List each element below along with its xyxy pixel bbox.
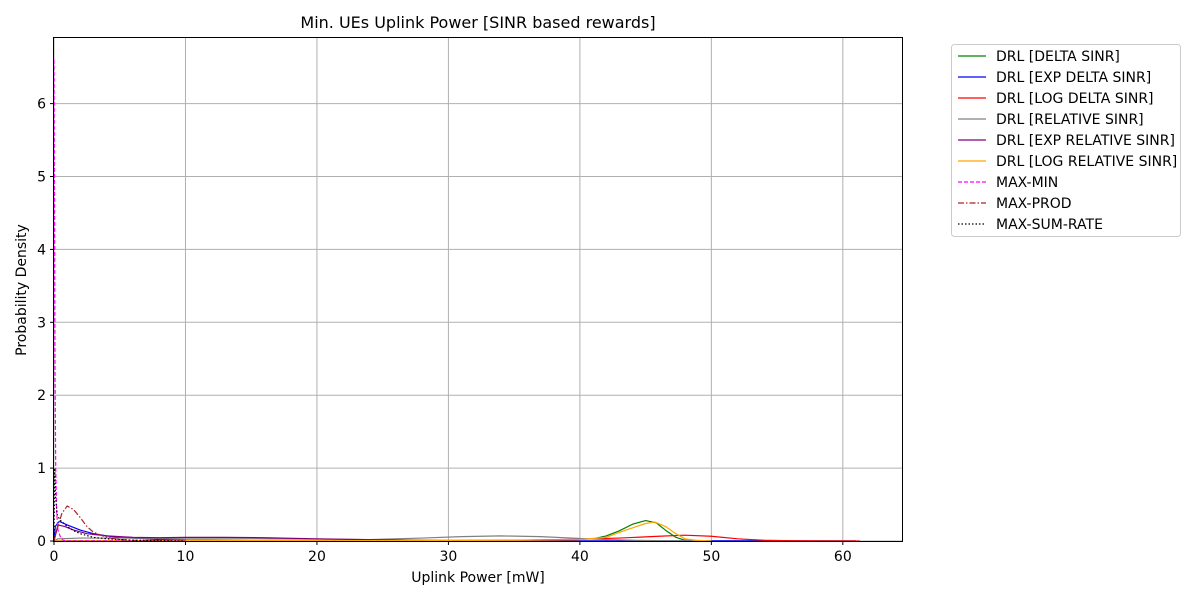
legend-label: MAX-SUM-RATE — [996, 217, 1103, 233]
legend-label: DRL [RELATIVE SINR] — [996, 112, 1144, 128]
x-tick-label: 20 — [308, 549, 326, 565]
series-line-6 — [53, 59, 186, 542]
y-tick-label: 1 — [37, 461, 46, 477]
x-tick-label: 40 — [571, 549, 589, 565]
y-tick-label: 6 — [37, 97, 46, 113]
x-tick-label: 10 — [177, 549, 195, 565]
y-tick-label: 4 — [37, 242, 46, 258]
chart-title: Min. UEs Uplink Power [SINR based reward… — [300, 13, 655, 32]
series-line-5 — [53, 521, 712, 542]
series-layer — [53, 59, 860, 542]
series-line-8 — [53, 467, 186, 542]
legend-label: DRL [LOG RELATIVE SINR] — [996, 154, 1177, 170]
legend-frame — [951, 44, 1181, 237]
legend-label: MAX-MIN — [996, 175, 1058, 191]
y-tick-label: 3 — [37, 315, 46, 331]
y-tick-label: 2 — [37, 388, 46, 404]
series-line-3 — [53, 535, 712, 542]
y-tick-label: 5 — [37, 170, 46, 186]
x-tick-label: 60 — [834, 549, 852, 565]
plot-frame — [53, 37, 903, 542]
x-axis-title: Uplink Power [mW] — [411, 570, 545, 586]
x-tick-label: 30 — [440, 549, 458, 565]
legend-label: DRL [EXP DELTA SINR] — [996, 70, 1151, 86]
legend-label: MAX-PROD — [996, 196, 1072, 212]
y-tick-label: 0 — [37, 534, 46, 550]
legend: DRL [DELTA SINR] DRL [EXP DELTA SINR] DRL … — [951, 44, 1181, 237]
legend-label: DRL [LOG DELTA SINR] — [996, 91, 1154, 107]
legend-label: DRL [DELTA SINR] — [996, 49, 1120, 65]
series-line-7 — [53, 505, 186, 542]
y-axis-title: Probability Density — [14, 224, 30, 356]
x-tick-label: 0 — [50, 549, 59, 565]
ticks: 0 10 20 30 40 50 60 0 1 2 3 4 5 6 — [37, 97, 852, 565]
legend-label: DRL [EXP RELATIVE SINR] — [996, 133, 1175, 149]
grid — [53, 38, 902, 542]
x-tick-label: 50 — [702, 549, 720, 565]
